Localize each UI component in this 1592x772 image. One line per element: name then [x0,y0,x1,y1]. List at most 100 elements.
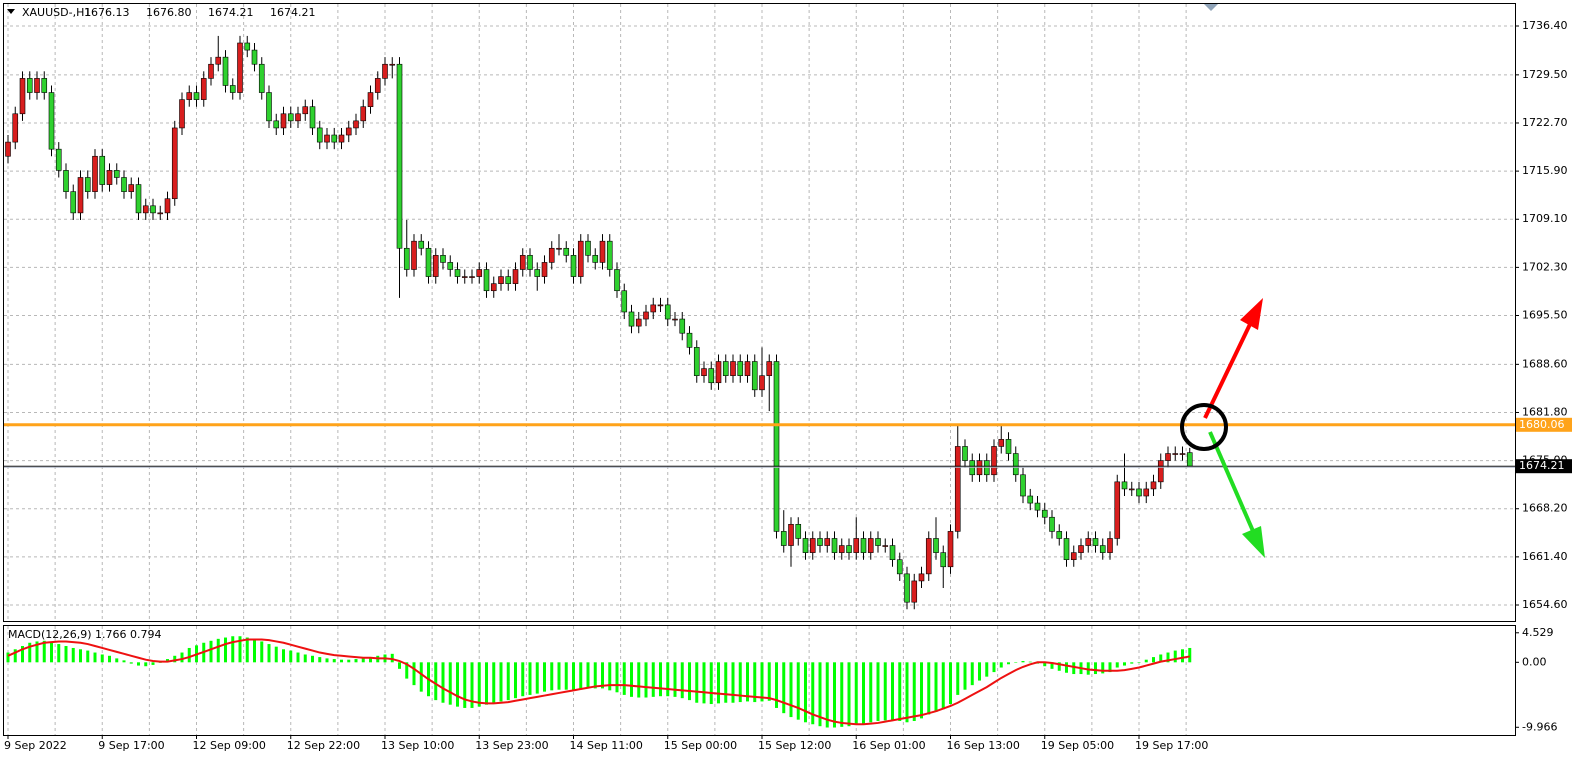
candle-body [142,205,149,214]
candle-body [12,113,19,143]
candle-body [643,311,649,320]
candle-body [1063,538,1070,561]
macd-bar [79,649,82,663]
candle-body [599,240,606,263]
candle-body [512,269,519,284]
macd-bar [572,662,575,691]
price-label-box [1516,417,1572,432]
y-tick-label: 1654.60 [1522,598,1568,611]
candle-body [440,255,446,263]
macd-bar [905,662,909,723]
macd-bar [289,650,293,663]
macd-bar [978,662,981,681]
up-arrow [1203,317,1255,419]
macd-bar [151,662,155,665]
candle-body [991,446,997,476]
x-tick-label: 15 Sep 00:00 [664,739,737,752]
candle-body [179,99,185,129]
candle-body [585,240,591,256]
x-tick-label: 9 Sep 2022 [4,739,67,752]
macd-bar [695,662,699,703]
macd-bar [709,662,713,705]
macd-bar [630,662,633,697]
candle-body [229,85,236,93]
macd-bar [833,662,836,728]
macd-bar [854,662,858,725]
macd-bar [477,662,481,707]
macd-bar [115,658,119,663]
candle-body [171,127,178,200]
candle-body [809,538,816,553]
macd-bar [898,662,902,721]
candle-body [635,318,642,327]
macd-bar [238,636,242,663]
macd-frame [3,625,1516,736]
candle-body [157,212,164,215]
x-tick-label: 13 Sep 23:00 [475,739,548,752]
macd-bar [122,660,126,663]
candle-body [824,538,831,546]
candle-body [5,141,11,157]
macd-bar [782,662,786,714]
candle-body [1128,488,1135,491]
candle-body [70,191,77,214]
y-tick-label: 1709.10 [1522,212,1568,225]
candle-body [258,63,265,93]
macd-bar [1050,662,1054,669]
candle-body [237,42,243,93]
candle-body [1143,488,1150,497]
y-tick-label: 1729.50 [1522,68,1568,81]
macd-bar [506,662,510,701]
header-high: 1676.80 [146,6,192,19]
candle-body [63,170,69,192]
macd-bar [869,662,873,723]
candle-body [657,304,664,307]
candle-body [614,269,620,292]
candle-body [1179,453,1186,455]
candle-body [875,538,881,546]
x-tick-label: 16 Sep 13:00 [947,739,1020,752]
macd-bar [492,662,496,703]
macd-bar [688,662,691,701]
x-tick-label: 9 Sep 17:00 [98,739,164,752]
macd-bar [1144,659,1148,663]
macd-bar [267,644,271,663]
x-tick-label: 13 Sep 10:00 [381,739,454,752]
macd-bar [1188,647,1192,663]
macd-bar [941,662,945,710]
macd-bar [1137,662,1141,663]
candle-body [541,262,548,277]
candle-body [338,134,345,143]
candle-body [788,524,794,546]
candle-body [469,276,475,278]
candle-body [454,269,461,277]
macd-bar [1007,662,1010,665]
macd-bar [470,662,474,708]
macd-bar [622,662,626,695]
x-tick-label: 16 Sep 01:00 [852,739,925,752]
candle-body [92,155,98,192]
macd-bar [332,659,336,663]
macd-y-tick-label: 0.00 [1522,655,1547,668]
candle-body [55,148,62,171]
candle-body [1186,452,1193,467]
down-arrow [1208,431,1258,539]
candle-body [860,538,867,553]
candle-body [831,538,838,553]
macd-bar [1057,662,1061,671]
macd-bar [1101,662,1105,674]
candle-body [998,439,1005,447]
y-tick-label: 1722.70 [1522,116,1568,129]
macd-bar [862,662,865,724]
macd-bar [550,662,554,691]
macd-y-tick-label: -9.966 [1522,720,1557,733]
candle-body [911,580,918,603]
macd-bar [1130,662,1134,664]
macd-bar [144,662,148,667]
macd-bar [767,662,771,701]
macd-bar [586,662,590,689]
candle-body [295,113,301,122]
macd-bar [579,662,583,690]
macd-bar [448,662,452,705]
candle-body [650,304,657,313]
